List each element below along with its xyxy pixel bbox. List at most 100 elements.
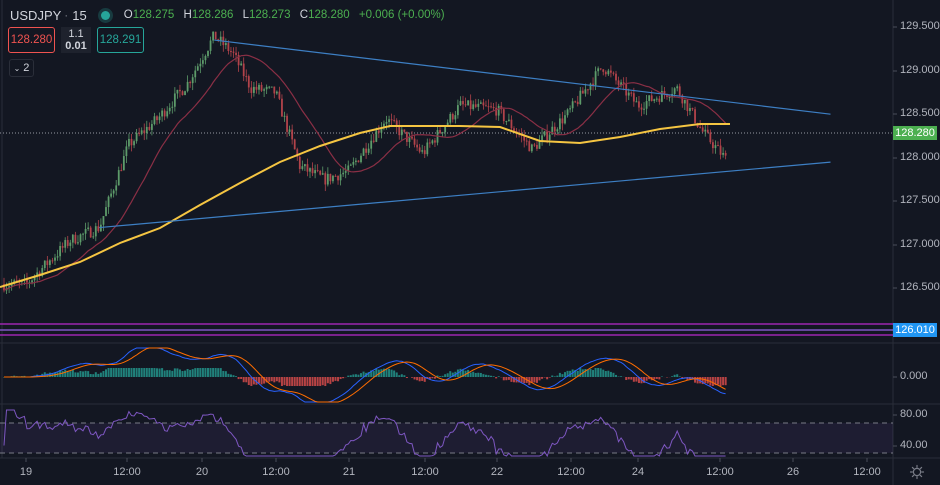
candle-body bbox=[722, 152, 724, 155]
macd-histogram-bar bbox=[156, 368, 158, 377]
indicators-toggle-button[interactable]: ⌄ 2 bbox=[9, 59, 34, 77]
candle-body bbox=[699, 126, 702, 128]
price-axis-label: 126.500 bbox=[900, 281, 940, 293]
macd-histogram-bar bbox=[653, 377, 656, 380]
candle-body bbox=[459, 101, 462, 106]
candle-body bbox=[482, 102, 485, 106]
time-axis-label: 26 bbox=[786, 466, 800, 478]
candle-body bbox=[709, 132, 712, 143]
macd-histogram-bar bbox=[561, 374, 564, 377]
candle-body bbox=[469, 100, 472, 110]
lot-value: 0.01 bbox=[65, 39, 87, 52]
candle-body bbox=[82, 233, 84, 235]
candle-body bbox=[84, 228, 87, 234]
candle-body bbox=[426, 142, 429, 155]
macd-histogram-bar bbox=[301, 377, 304, 386]
macd-histogram-bar bbox=[329, 377, 332, 385]
indicator-count: 2 bbox=[23, 62, 30, 74]
rsi-line bbox=[3, 409, 726, 458]
macd-histogram-bar bbox=[354, 374, 357, 377]
macd-histogram-bar bbox=[23, 375, 26, 377]
candle-body bbox=[352, 161, 355, 165]
candle-body bbox=[66, 240, 69, 246]
candle-body bbox=[505, 121, 508, 123]
macd-histogram-bar bbox=[719, 377, 722, 386]
symbol-name[interactable]: USDJPY bbox=[10, 7, 62, 23]
macd-histogram-bar bbox=[530, 377, 533, 383]
candle-body bbox=[678, 86, 681, 96]
candle-body bbox=[490, 106, 492, 108]
candle-body bbox=[357, 160, 360, 163]
candle-body bbox=[230, 51, 232, 53]
candle-body bbox=[324, 173, 327, 185]
candle-body bbox=[413, 138, 416, 145]
macd-histogram-bar bbox=[314, 377, 317, 386]
candle-body bbox=[306, 164, 309, 172]
macd-histogram-bar bbox=[127, 368, 130, 377]
macd-histogram-bar bbox=[176, 368, 179, 377]
candle-body bbox=[179, 89, 181, 92]
candle-body bbox=[224, 43, 227, 46]
macd-histogram-bar bbox=[564, 372, 566, 377]
candle-body bbox=[508, 119, 510, 122]
macd-histogram-bar bbox=[576, 370, 579, 377]
macd-histogram-bar bbox=[163, 370, 166, 377]
gear-icon[interactable] bbox=[909, 464, 925, 480]
timeframe-label[interactable]: 15 bbox=[72, 7, 87, 23]
candle-body bbox=[311, 168, 314, 174]
high-value: 128.286 bbox=[191, 9, 234, 21]
time-axis-label: 12:00 bbox=[706, 466, 734, 478]
candle-body bbox=[166, 111, 169, 117]
macd-histogram-bar bbox=[495, 377, 498, 379]
macd-histogram-bar bbox=[76, 372, 79, 377]
macd-histogram-bar bbox=[607, 370, 610, 377]
macd-histogram-bar bbox=[280, 377, 283, 386]
macd-histogram-bar bbox=[574, 369, 577, 377]
candle-body bbox=[694, 109, 696, 124]
macd-histogram-bar bbox=[518, 377, 521, 383]
macd-histogram-bar bbox=[370, 370, 373, 377]
macd-histogram-bar bbox=[714, 377, 717, 386]
candle-body bbox=[102, 216, 105, 225]
macd-histogram-bar bbox=[258, 377, 260, 384]
macd-histogram-bar bbox=[293, 377, 296, 386]
candle-body bbox=[584, 89, 587, 94]
candle-body bbox=[372, 140, 375, 142]
candle-body bbox=[528, 141, 531, 152]
lot-size-field[interactable]: 1.1 0.01 bbox=[61, 27, 91, 53]
macd-histogram-bar bbox=[291, 377, 294, 386]
candle-body bbox=[255, 86, 258, 90]
candle-body bbox=[8, 286, 10, 288]
macd-histogram-bar bbox=[367, 372, 370, 377]
candle-body bbox=[589, 83, 592, 90]
candle-body bbox=[171, 106, 174, 108]
price-axis-label: 128.500 bbox=[900, 107, 940, 119]
candle-body bbox=[406, 131, 408, 142]
candle-body bbox=[258, 84, 260, 90]
sell-button[interactable]: 128.280 bbox=[8, 27, 55, 53]
time-axis-label: 12:00 bbox=[262, 466, 290, 478]
candle-body bbox=[265, 86, 268, 90]
macd-histogram-bar bbox=[288, 377, 291, 386]
candle-body bbox=[59, 246, 61, 257]
candle-body bbox=[260, 84, 263, 91]
candle-body bbox=[492, 106, 495, 108]
macd-histogram-bar bbox=[82, 371, 85, 377]
candle-body bbox=[617, 80, 620, 85]
macd-histogram-bar bbox=[140, 368, 143, 377]
buy-button[interactable]: 128.291 bbox=[97, 27, 144, 53]
macd-histogram-bar bbox=[237, 377, 240, 380]
macd-histogram-bar bbox=[477, 372, 480, 377]
candle-body bbox=[689, 108, 691, 112]
price-axis-label: 127.500 bbox=[900, 194, 940, 206]
macd-histogram-bar bbox=[84, 370, 87, 377]
candle-body bbox=[712, 142, 714, 149]
candle-body bbox=[286, 115, 288, 132]
candle-body bbox=[316, 170, 319, 172]
candle-body bbox=[46, 260, 49, 265]
macd-histogram-bar bbox=[579, 368, 582, 377]
candle-body bbox=[615, 73, 617, 81]
close-label: C bbox=[299, 9, 309, 21]
